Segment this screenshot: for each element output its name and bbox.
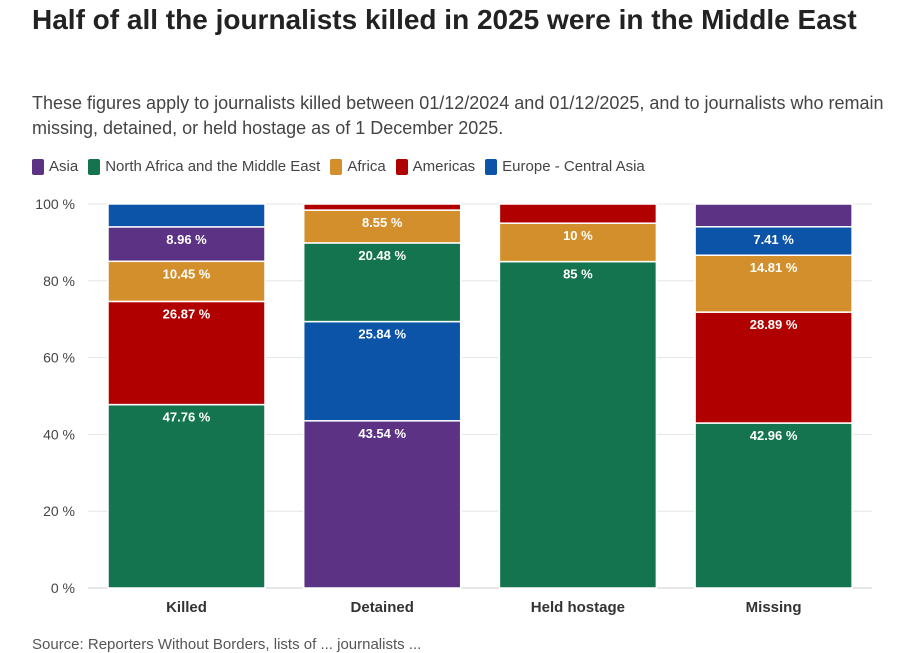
legend-label: Europe - Central Asia [502,158,645,175]
legend: Asia North Africa and the Middle East Afri… [32,158,645,175]
legend-label: Africa [347,158,386,175]
bar-segment [107,260,266,303]
x-tick-label: Detained [351,599,414,616]
chart-title: Half of all the journalists killed in 20… [32,4,857,35]
x-tick-label: Killed [166,599,207,616]
y-tick-label: 60 % [43,350,75,366]
bar-segment [107,300,266,406]
source-note: Source: Reporters Without Borders, lists… [32,636,422,653]
y-tick-label: 20 % [43,503,75,519]
bar-segment [694,254,853,313]
bar-segment [694,422,853,589]
legend-item[interactable]: Americas [395,158,476,175]
y-tick-label: 80 % [43,273,75,289]
bar-segment [694,203,853,228]
bar-segment [302,242,462,323]
bar-segment [694,311,853,424]
x-tick-label: Missing [746,599,802,616]
x-tick-label: Held hostage [531,599,625,616]
legend-swatch [330,158,343,175]
legend-label: Asia [49,158,79,175]
chart-subtitle: These figures apply to journalists kille… [32,93,884,138]
data-label: 47.76 % [163,410,211,425]
y-tick-label: 40 % [43,426,75,442]
bar-segment [107,226,266,263]
legend-item[interactable]: Africa [330,158,386,175]
data-label: 8.96 % [166,232,207,247]
data-label: 25.84 % [358,327,406,342]
bar-segment [498,203,658,224]
data-label: 85 % [563,267,593,282]
data-label: 26.87 % [163,306,211,321]
data-label: 28.89 % [750,317,798,332]
y-tick-label: 100 % [35,196,75,212]
legend-swatch [485,158,498,175]
legend-label: North Africa and the Middle East [105,158,321,175]
bar-segment [694,226,853,256]
bar-segment [302,420,462,589]
legend-swatch [32,158,44,175]
legend-swatch [88,158,101,175]
data-label: 43.54 % [358,426,406,441]
data-label: 10.45 % [163,266,211,281]
data-label: 42.96 % [750,428,798,443]
y-tick-label: 0 % [51,580,75,596]
data-label: 8.55 % [362,215,403,230]
legend-label: Americas [412,158,476,175]
data-label: 14.81 % [750,260,798,275]
legend-item[interactable]: Asia [32,158,78,175]
bar-segment [107,203,266,228]
bar-segment [302,203,462,211]
bar-segment [498,222,658,263]
legend-item[interactable]: North Africa and the Middle East [88,158,320,175]
data-label: 20.48 % [358,248,406,263]
bar-segment [107,403,266,589]
data-label: 10 % [563,228,593,243]
legend-item[interactable]: Europe - Central Asia [485,158,645,175]
legend-swatch [395,158,408,175]
bar-segment [302,209,462,244]
data-label: 7.41 % [753,232,794,247]
bar-segment [498,260,658,589]
